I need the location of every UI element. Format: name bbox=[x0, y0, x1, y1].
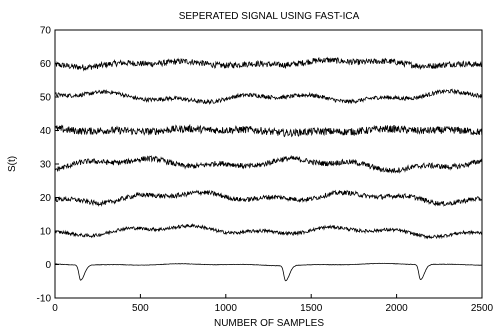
x-tick-label: 500 bbox=[132, 303, 149, 314]
series-line-3 bbox=[54, 123, 483, 138]
x-axis-label: NUMBER OF SAMPLES bbox=[214, 318, 324, 328]
x-axis: 0 500 1000 1500 2000 2500 bbox=[52, 294, 494, 314]
y-tick-label: 40 bbox=[40, 126, 52, 137]
x-tick-label: 2000 bbox=[385, 303, 408, 314]
y-tick-label: 20 bbox=[40, 193, 52, 204]
series-line-2 bbox=[54, 88, 483, 105]
y-tick-label: 60 bbox=[40, 59, 52, 70]
y-tick-label: 50 bbox=[40, 93, 52, 104]
x-tick-label: 1500 bbox=[300, 303, 323, 314]
x-tick-label: 2500 bbox=[471, 303, 494, 314]
y-tick-label: 10 bbox=[40, 227, 52, 238]
series-line-7 bbox=[54, 262, 482, 282]
y-tick-label: 0 bbox=[45, 260, 51, 271]
y-tick-label: 30 bbox=[40, 160, 52, 171]
x-tick-label: 1000 bbox=[215, 303, 238, 314]
y-tick-label: -10 bbox=[37, 294, 52, 305]
y-tick-label: 70 bbox=[40, 26, 52, 37]
series-group bbox=[54, 56, 483, 282]
series-line-5 bbox=[54, 189, 483, 207]
series-line-6 bbox=[54, 223, 483, 240]
series-line-1 bbox=[54, 56, 482, 72]
y-axis-label: S(t) bbox=[7, 156, 18, 172]
series-line-4 bbox=[54, 154, 483, 174]
x-tick-label: 0 bbox=[52, 303, 58, 314]
y-axis: -10 0 10 20 30 40 50 60 70 bbox=[37, 26, 59, 305]
chart-title: SEPERATED SIGNAL USING FAST-ICA bbox=[179, 11, 360, 22]
